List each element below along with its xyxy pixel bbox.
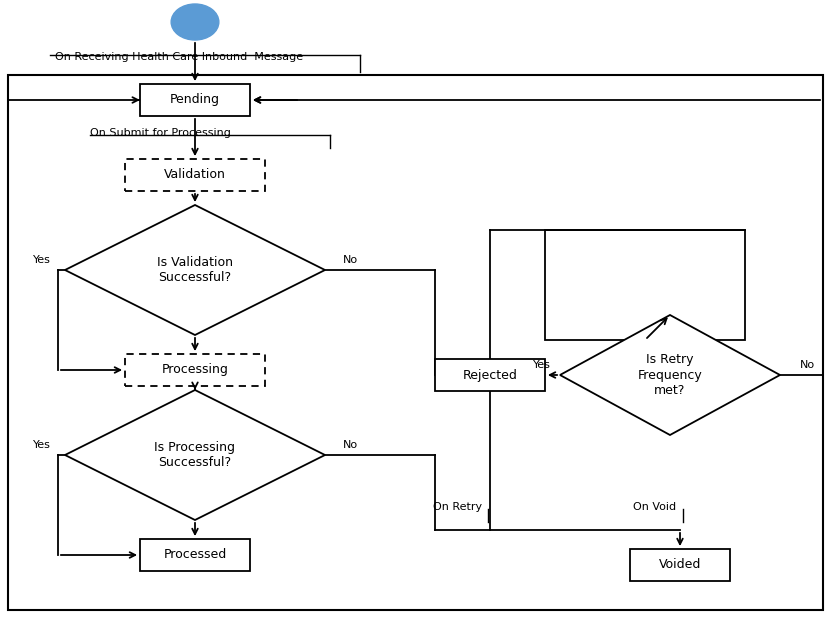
Text: Yes: Yes xyxy=(533,360,551,370)
Polygon shape xyxy=(65,205,325,335)
FancyBboxPatch shape xyxy=(435,359,545,391)
Text: On Void: On Void xyxy=(633,502,676,512)
Text: Is Processing
Successful?: Is Processing Successful? xyxy=(155,441,235,469)
Polygon shape xyxy=(560,315,780,435)
Text: Is Validation
Successful?: Is Validation Successful? xyxy=(157,256,233,284)
Text: Yes: Yes xyxy=(33,440,51,450)
FancyBboxPatch shape xyxy=(8,75,823,610)
FancyBboxPatch shape xyxy=(545,230,745,340)
Text: No: No xyxy=(800,360,815,370)
Text: Is Retry
Frequency
met?: Is Retry Frequency met? xyxy=(637,354,702,396)
Text: On Retry: On Retry xyxy=(433,502,482,512)
FancyBboxPatch shape xyxy=(630,549,730,581)
Text: Processing: Processing xyxy=(161,364,229,377)
Text: On Submit for Processing: On Submit for Processing xyxy=(90,128,230,138)
Text: Yes: Yes xyxy=(33,255,51,265)
Text: Voided: Voided xyxy=(659,558,701,571)
FancyBboxPatch shape xyxy=(125,159,265,191)
Text: Rejected: Rejected xyxy=(463,369,518,381)
Text: No: No xyxy=(343,440,358,450)
Text: Processed: Processed xyxy=(163,548,226,561)
Text: On Receiving Health Care Inbound  Message: On Receiving Health Care Inbound Message xyxy=(55,52,303,62)
FancyBboxPatch shape xyxy=(140,539,250,571)
Text: No: No xyxy=(343,255,358,265)
FancyBboxPatch shape xyxy=(140,84,250,116)
Polygon shape xyxy=(65,390,325,520)
FancyBboxPatch shape xyxy=(125,354,265,386)
Text: Pending: Pending xyxy=(170,94,220,107)
Text: Validation: Validation xyxy=(164,168,226,181)
Circle shape xyxy=(171,4,219,40)
